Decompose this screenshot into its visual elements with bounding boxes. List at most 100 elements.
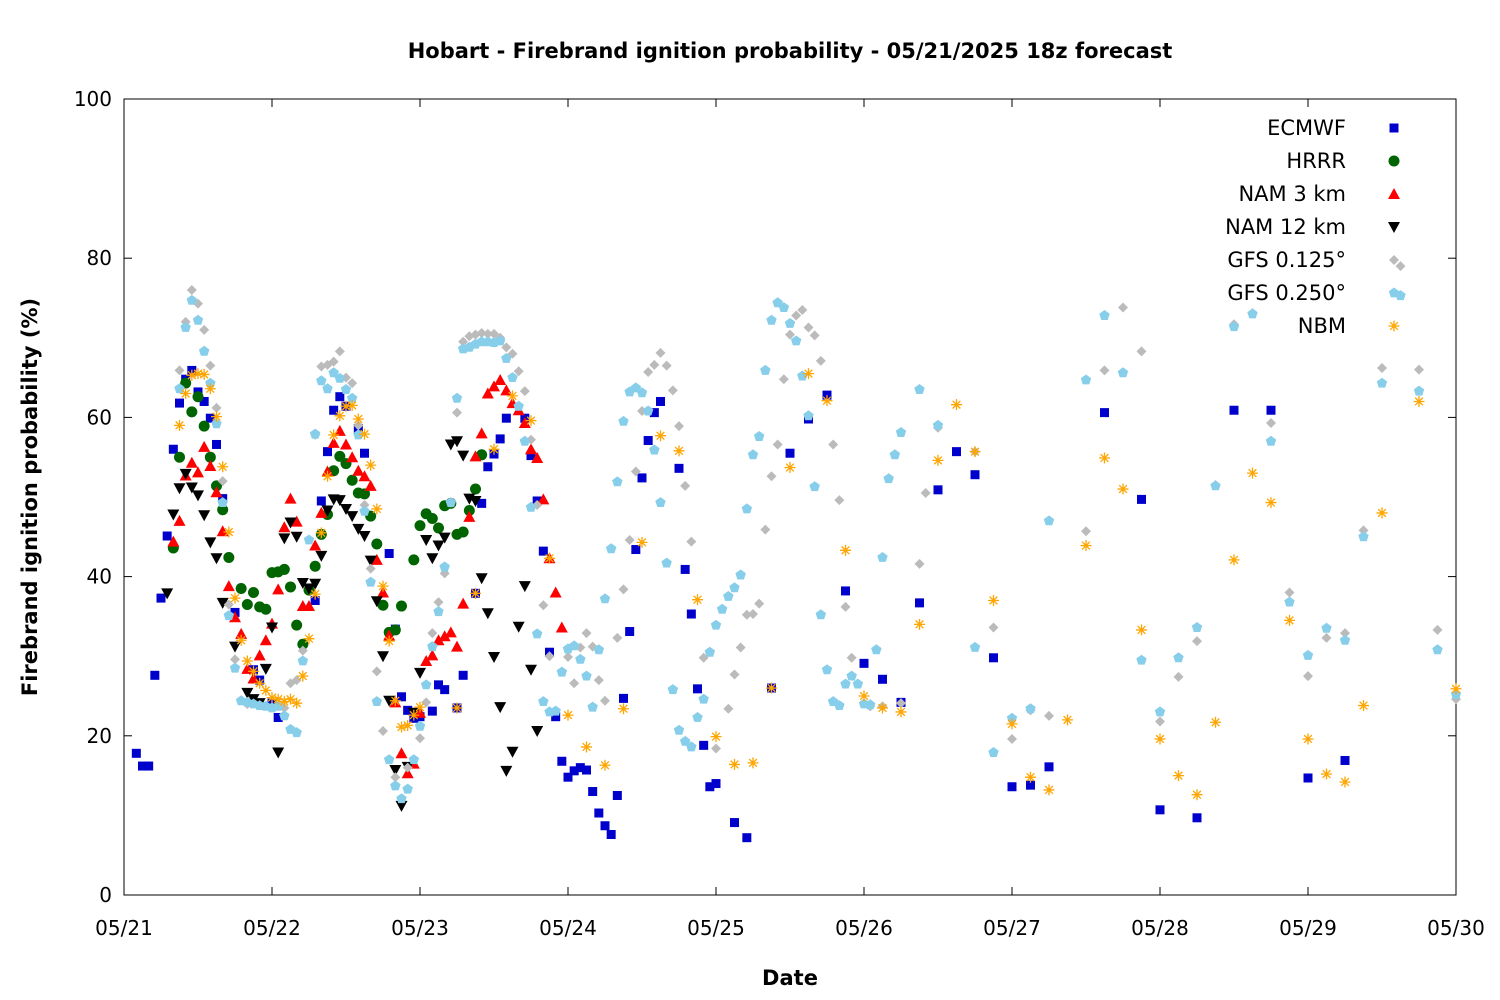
y-tick-label: 60 [87, 405, 112, 429]
data-point-ecmwf [637, 473, 647, 483]
data-point-hrrr [433, 522, 444, 534]
data-point-nam-3-km [426, 649, 439, 661]
data-point-ecmwf [569, 766, 579, 776]
data-point-nam-3-km [518, 416, 531, 428]
data-point-nbm [581, 741, 592, 753]
data-point-gfs-0-250 [710, 619, 722, 630]
data-point-gfs-0-125 [328, 356, 339, 367]
data-point-gfs-0-125 [489, 328, 499, 339]
data-point-nam-12-km [321, 505, 334, 517]
data-point-nam-12-km [161, 588, 174, 600]
data-point-hrrr [211, 480, 222, 492]
x-tick-label: 05/24 [539, 916, 597, 940]
data-point-gfs-0-250 [427, 641, 438, 652]
legend-label-gfs-0-125: GFS 0.125° [1227, 248, 1346, 272]
data-point-gfs-0-125 [723, 703, 734, 714]
data-point-ecmwf [1026, 780, 1035, 790]
data-point-gfs-0-250 [790, 335, 802, 346]
data-point-nam-12-km [185, 482, 198, 494]
data-point-gfs-0-250 [1247, 308, 1258, 319]
data-point-nam-12-km [444, 439, 457, 451]
data-point-gfs-0-250 [383, 754, 395, 765]
data-point-gfs-0-250 [192, 314, 204, 325]
data-point-ecmwf [612, 791, 622, 800]
data-point-nam-3-km [303, 600, 315, 612]
data-point-gfs-0-250 [895, 427, 907, 437]
data-point-nam-3-km [309, 539, 322, 551]
data-point-nam-3-km [346, 451, 359, 463]
data-point-gfs-0-250 [217, 497, 228, 507]
data-point-nbm [1191, 789, 1203, 801]
data-point-gfs-0-250 [402, 783, 413, 794]
data-point-nbm [710, 731, 722, 743]
data-point-nam-12-km [506, 746, 519, 758]
data-point-nbm [377, 580, 389, 592]
data-point-ecmwf [329, 405, 339, 415]
data-point-gfs-0-125 [643, 367, 654, 378]
data-point-gfs-0-250 [723, 591, 734, 601]
data-point-nbm [747, 757, 759, 769]
data-point-nam-12-km [333, 495, 346, 507]
x-tick-label: 05/26 [835, 916, 893, 940]
data-point-nam-3-km [444, 626, 457, 638]
data-point-hrrr [359, 488, 370, 500]
data-point-nbm [241, 655, 253, 667]
data-point-gfs-0-250 [451, 392, 463, 403]
data-point-ecmwf [1340, 755, 1350, 765]
data-point-hrrr [426, 512, 438, 524]
data-point-nam-12-km [358, 531, 371, 543]
data-point-nam-12-km [475, 573, 488, 585]
data-point-gfs-0-250 [198, 345, 210, 356]
y-axis: 0 20 40 60 80 100 [74, 87, 1456, 907]
data-point-gfs-0-250 [1228, 321, 1240, 332]
data-point-nbm [914, 618, 925, 630]
data-point-nam-3-km [315, 506, 328, 518]
data-point-nbm [562, 709, 574, 721]
legend-marker-ecmwf [1389, 123, 1399, 133]
data-point-nbm [1302, 733, 1314, 745]
data-point-nbm [328, 429, 340, 441]
data-point-gfs-0-250 [180, 322, 191, 332]
data-point-ecmwf [606, 830, 616, 840]
data-point-nam-3-km [395, 747, 408, 759]
data-point-gfs-0-125 [797, 304, 808, 315]
data-point-gfs-0-250 [741, 503, 753, 514]
data-point-gfs-0-250 [575, 653, 586, 664]
data-point-ecmwf [458, 670, 468, 680]
data-point-gfs-0-125 [680, 480, 691, 491]
data-point-nam-3-km [340, 438, 352, 450]
data-point-gfs-0-125 [433, 597, 444, 608]
data-point-gfs-0-250 [698, 693, 709, 704]
data-point-ecmwf [483, 462, 493, 472]
data-point-nbm [1117, 483, 1129, 495]
data-point-gfs-0-125 [630, 466, 641, 477]
data-point-gfs-0-125 [476, 328, 487, 339]
data-point-gfs-0-125 [1155, 716, 1165, 727]
y-tick-label: 100 [74, 87, 112, 111]
data-point-gfs-0-125 [1192, 636, 1202, 647]
data-point-nbm [1284, 614, 1295, 626]
data-point-gfs-0-250 [1358, 531, 1369, 542]
data-point-gfs-0-250 [747, 449, 759, 460]
data-point-gfs-0-250 [229, 662, 241, 673]
data-point-nam-12-km [340, 503, 352, 515]
data-point-nam-12-km [525, 664, 537, 676]
data-point-nbm [821, 395, 833, 407]
data-point-nbm [346, 399, 358, 411]
data-point-gfs-0-125 [1136, 346, 1147, 357]
data-point-gfs-0-250 [821, 664, 833, 675]
data-point-nam-3-km [333, 424, 346, 436]
data-point-nam-12-km [204, 537, 217, 549]
data-point-gfs-0-125 [846, 652, 857, 663]
data-point-gfs-0-250 [439, 561, 450, 572]
data-point-nam-3-km [173, 514, 186, 526]
data-point-gfs-0-250 [649, 444, 660, 455]
data-point-gfs-0-250 [365, 576, 376, 587]
plot-border [123, 98, 1457, 896]
data-point-nbm [334, 410, 346, 422]
data-point-nbm [383, 635, 395, 647]
data-point-nam-3-km [235, 627, 248, 639]
data-point-gfs-0-250 [679, 735, 691, 746]
data-point-gfs-0-125 [914, 558, 925, 569]
